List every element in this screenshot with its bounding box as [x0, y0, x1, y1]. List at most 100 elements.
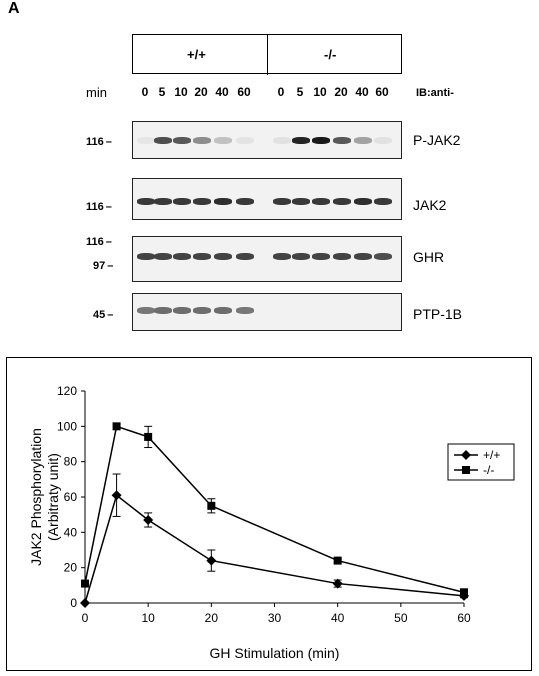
data-point — [333, 556, 342, 565]
genotype-header-rule — [132, 73, 402, 74]
blot-band — [173, 253, 191, 260]
blot-band — [273, 198, 291, 205]
blot-band — [173, 307, 191, 314]
blot-band — [312, 137, 330, 144]
blot-band — [333, 253, 351, 260]
blot-band — [236, 198, 254, 205]
ib-label: IB:anti- — [416, 87, 454, 99]
data-point — [81, 579, 89, 588]
blot-band — [214, 307, 232, 314]
blot-band — [354, 137, 372, 144]
blot-band — [214, 137, 232, 144]
chart-panel: 0 20 40 60 80 100 120 0 10 20 30 40 50 60 GH Stimulati… — [6, 357, 532, 671]
blot-band — [354, 198, 372, 205]
x-tick-label: 30 — [268, 611, 282, 625]
phosphorylation-chart: 0 20 40 60 80 100 120 0 10 20 30 40 50 60 GH Stimulati… — [28, 384, 515, 661]
blot-band — [374, 253, 392, 260]
series-line-knockout — [84, 425, 465, 594]
blot-band — [137, 253, 155, 260]
blot-label: JAK2 — [413, 197, 447, 213]
series-line-wildtype — [84, 493, 465, 604]
blot-band — [154, 137, 172, 144]
blot-band — [236, 307, 254, 314]
data-point — [112, 422, 121, 431]
timepoint-label: 10 — [313, 85, 327, 99]
genotype-header-box — [132, 34, 402, 75]
timepoint-label: 60 — [375, 85, 389, 99]
blot-band — [137, 137, 155, 144]
blot-band — [292, 253, 310, 260]
data-point — [144, 432, 153, 441]
legend-marker — [462, 466, 470, 474]
blot-band — [173, 198, 191, 205]
blot-band — [236, 253, 254, 260]
y-axis-title-line: (Arbitraty unit) — [45, 453, 61, 541]
blot-p-jak2 — [132, 121, 402, 159]
blot-band — [312, 198, 330, 205]
timepoint-label: 10 — [174, 85, 188, 99]
blot-ghr — [132, 236, 402, 282]
min-label: min — [86, 85, 107, 100]
timepoint-label: 20 — [334, 85, 348, 99]
blot-band — [193, 307, 211, 314]
timepoint-label: 0 — [277, 85, 285, 99]
genotype-knockout-label: -/- — [324, 47, 337, 62]
blot-jak2 — [132, 178, 402, 220]
data-point — [111, 490, 122, 501]
blot-band — [273, 137, 291, 144]
data-point — [143, 514, 154, 525]
blot-band — [273, 253, 291, 260]
panel-letter: A — [8, 0, 20, 17]
mw-marker: 116 — [86, 136, 112, 148]
legend-label: +/+ — [483, 448, 500, 462]
legend-box — [447, 443, 515, 481]
blot-band — [236, 137, 254, 144]
data-point — [460, 588, 468, 597]
y-tick-label: 40 — [64, 525, 78, 539]
data-point — [332, 578, 343, 589]
timepoint-label: 40 — [215, 85, 229, 99]
blot-ptp-1b — [132, 293, 402, 331]
blot-band — [137, 198, 155, 205]
data-point — [80, 598, 90, 608]
timepoint-label: 40 — [355, 85, 369, 99]
blot-band — [292, 137, 310, 144]
timepoint-label: 20 — [194, 85, 208, 99]
x-tick-label: 0 — [82, 611, 89, 625]
x-tick-label: 60 — [457, 611, 471, 625]
y-tick-label: 120 — [57, 384, 77, 398]
y-tick-label: 80 — [64, 455, 78, 469]
blot-band — [214, 253, 232, 260]
mw-marker: 97 — [93, 260, 113, 272]
blot-band — [193, 253, 211, 260]
genotype-wildtype-label: +/+ — [187, 47, 206, 62]
x-tick-label: 50 — [394, 611, 408, 625]
legend-label: -/- — [483, 463, 494, 477]
blot-label: GHR — [413, 249, 445, 265]
y-tick-label: 60 — [64, 490, 78, 504]
blot-band — [374, 137, 392, 144]
blot-band — [214, 198, 232, 205]
blot-band — [292, 198, 310, 205]
genotype-divider — [267, 35, 268, 75]
blot-label: PTP-1B — [413, 306, 463, 322]
mw-marker: 45 — [93, 309, 113, 321]
blot-band — [333, 198, 351, 205]
timepoint-label: 5 — [158, 85, 166, 99]
legend-marker — [461, 450, 471, 460]
x-tick-label: 40 — [331, 611, 345, 625]
blot-label: P-JAK2 — [413, 132, 461, 148]
timepoint-label: 60 — [237, 85, 251, 99]
blot-band — [193, 198, 211, 205]
x-tick-label: 20 — [205, 611, 219, 625]
blot-band — [333, 137, 351, 144]
blot-band — [173, 137, 191, 144]
y-tick-label: 0 — [70, 596, 77, 610]
blot-band — [154, 198, 172, 205]
blot-band — [354, 253, 372, 260]
data-point — [207, 501, 216, 510]
y-tick-label: 20 — [64, 561, 78, 575]
x-axis-title: GH Stimulation (min) — [210, 645, 340, 661]
blot-band — [154, 307, 172, 314]
mw-marker: 116 — [86, 201, 112, 213]
